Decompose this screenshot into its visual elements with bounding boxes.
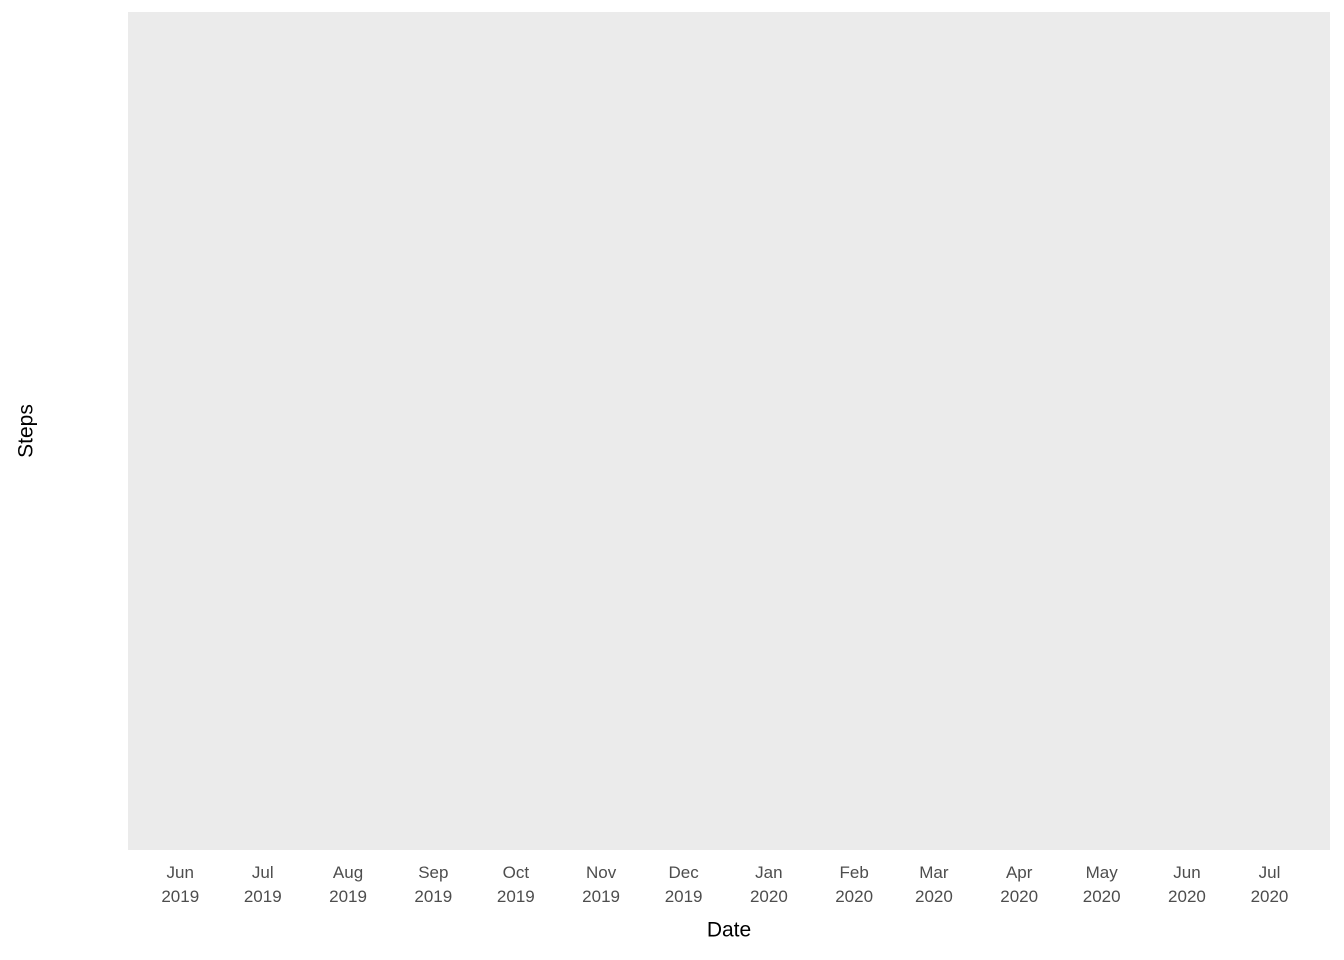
x-tick-label: Jul 2019 [243,863,282,906]
x-tick-label: Aug 2019 [329,863,367,906]
x-tick-label: Mar 2020 [914,863,953,906]
x-tick-label: Jun 2019 [161,863,200,906]
x-tick-label: Dec 2019 [664,863,703,906]
x-tick-label: Nov 2019 [582,863,620,906]
x-tick-label: May 2020 [1082,863,1121,906]
x-tick-label: Feb 2020 [835,863,874,906]
x-tick-label: Sep 2019 [414,863,453,906]
y-axis-title: Steps [15,404,38,458]
x-tick-label: Jul 2020 [1250,863,1289,906]
panel [128,12,1330,850]
x-tick-label: Jun 2020 [1168,863,1206,906]
x-tick-label: Jan 2020 [749,863,788,906]
x-tick-label: Apr 2020 [1000,863,1039,906]
x-tick-label: Oct 2019 [496,863,535,906]
x-axis-title: Date [707,919,751,942]
